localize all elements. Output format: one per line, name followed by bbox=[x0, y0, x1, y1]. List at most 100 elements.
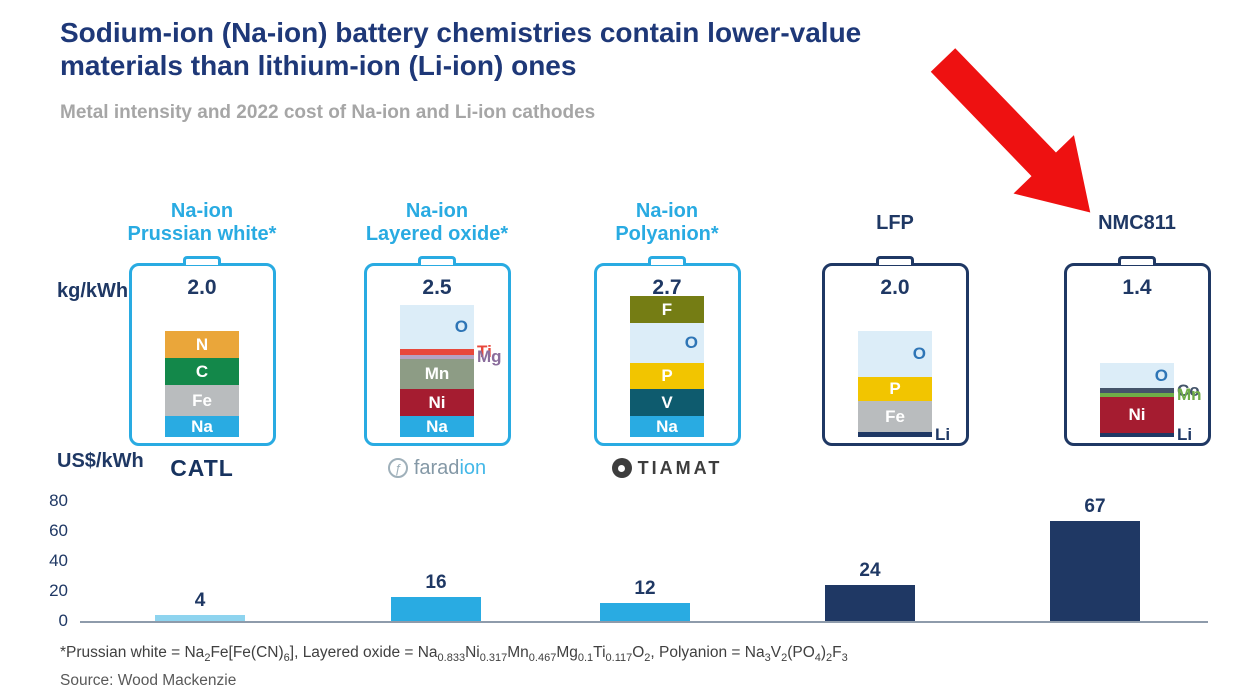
page-subtitle: Metal intensity and 2022 cost of Na-ion … bbox=[60, 102, 596, 123]
bar bbox=[391, 597, 481, 621]
layer-li: Li bbox=[1100, 425, 1192, 444]
layer-v: V bbox=[630, 389, 704, 416]
outside-label-co: Co bbox=[1177, 380, 1200, 400]
layer-na: Na bbox=[165, 416, 239, 437]
column-nmc811: NMC811 1.4 O Co Mn Ni bbox=[1032, 195, 1242, 446]
tiamat-logo: TIAMAT bbox=[637, 457, 723, 478]
faradion-logo-main: farad bbox=[413, 456, 460, 479]
logo-row: ƒ faradion bbox=[332, 455, 542, 481]
column-label: Na-ion Layered oxide* bbox=[332, 195, 542, 251]
layer-label: Ni bbox=[428, 392, 446, 412]
layer-f: F bbox=[630, 296, 704, 323]
outside-label-ti: Ti bbox=[477, 342, 492, 361]
column-label-line: NMC811 bbox=[1098, 211, 1176, 234]
layer-label: Mn bbox=[424, 364, 450, 383]
usd-per-kwh-label: US$/kWh bbox=[57, 450, 144, 472]
layer-label: O bbox=[1154, 365, 1168, 385]
battery-cap bbox=[648, 256, 686, 265]
title-line-2: materials than lithium-ion (Li-ion) ones bbox=[60, 50, 577, 82]
faradion-logo: faradion bbox=[414, 457, 486, 480]
outside-label-mn: Mn bbox=[1177, 385, 1202, 404]
layer-o: O bbox=[400, 305, 474, 349]
red-arrow-icon bbox=[930, 48, 1091, 213]
bar-group-prussian-white: 4 bbox=[155, 590, 245, 621]
column-label: LFP bbox=[790, 195, 1000, 251]
layer-fe: Fe bbox=[165, 385, 239, 416]
battery-outline: 2.0 O P Fe Li bbox=[821, 256, 969, 446]
layer-li: Li bbox=[858, 425, 950, 444]
source-note: Source: Wood Mackenzie bbox=[60, 672, 237, 689]
logo-row: TIAMAT bbox=[562, 455, 772, 481]
bar-group-lfp: 24 bbox=[825, 560, 915, 621]
layer-o: O bbox=[630, 323, 704, 363]
column-label-line: Na-ion bbox=[405, 200, 469, 222]
layer-label: Ni bbox=[1128, 405, 1146, 424]
bar-value: 4 bbox=[194, 590, 206, 611]
y-tick: 40 bbox=[49, 551, 68, 570]
layer-ni: Ni bbox=[400, 389, 474, 416]
battery-cap bbox=[876, 256, 914, 265]
layer-n: N bbox=[165, 331, 239, 358]
layer-c: C bbox=[165, 358, 239, 385]
bar-group-polyanion: 12 bbox=[600, 578, 690, 621]
cost-bar-chart: 0 20 40 60 80 4 16 12 24 67 bbox=[49, 491, 1208, 630]
column-label-line: Na-ion bbox=[170, 200, 234, 222]
layer-fe: Fe bbox=[858, 401, 932, 432]
layer-o: O bbox=[858, 331, 932, 377]
kg-per-kwh-label: kg/kWh bbox=[57, 280, 129, 302]
outside-label-mg: Mg bbox=[477, 347, 502, 366]
bar bbox=[600, 603, 690, 621]
layer-ni: Ni bbox=[1100, 397, 1174, 433]
layer-mn: Mn bbox=[400, 359, 474, 389]
layer-label: N bbox=[195, 334, 209, 354]
column-label: NMC811 bbox=[1032, 195, 1242, 251]
battery-outline: 2.5 O Ti Mg Mn Ni bbox=[363, 256, 511, 446]
faradion-logo-icon: ƒ bbox=[387, 458, 408, 478]
layer-stack: O Ti Mg Mn Ni Na bbox=[400, 305, 502, 437]
layer-co: Co bbox=[1100, 381, 1200, 400]
column-label-line: Polyanion* bbox=[615, 223, 719, 245]
page-title: Sodium-ion (Na-ion) battery chemistries … bbox=[60, 16, 1090, 82]
layer-label: Na bbox=[656, 416, 678, 436]
kg-value: 2.0 bbox=[187, 276, 217, 299]
layer-ti: Ti bbox=[400, 342, 492, 361]
battery-outline: 2.7 F O P V Na bbox=[593, 256, 741, 446]
battery-outline: 2.0 N C Fe Na bbox=[128, 256, 276, 446]
y-tick: 80 bbox=[49, 491, 68, 510]
layer-label: Fe bbox=[192, 390, 212, 410]
kg-value: 2.0 bbox=[880, 276, 910, 299]
battery-cap bbox=[1118, 256, 1156, 265]
column-label-line: Prussian white* bbox=[127, 223, 277, 245]
battery-outline: 1.4 O Co Mn Ni Li bbox=[1063, 256, 1211, 446]
column-label: Na-ion Prussian white* bbox=[97, 195, 307, 251]
layer-label: Na bbox=[191, 416, 213, 436]
layer-label: O bbox=[912, 344, 926, 363]
faradion-logo-accent: ion bbox=[459, 456, 487, 479]
layer-label: F bbox=[661, 299, 673, 319]
bar bbox=[155, 615, 245, 621]
layer-label: O bbox=[684, 333, 698, 352]
footnote: *Prussian white = Na2Fe[Fe(CN)6], Layere… bbox=[60, 644, 848, 665]
battery-cap bbox=[183, 256, 221, 265]
kg-value: 2.5 bbox=[422, 276, 452, 299]
kg-value: 2.7 bbox=[652, 276, 682, 299]
layer-label: P bbox=[889, 379, 901, 398]
layer-na: Na bbox=[630, 416, 704, 437]
layer-na: Na bbox=[400, 416, 474, 437]
layer-label: Na bbox=[426, 416, 448, 436]
y-tick: 0 bbox=[58, 611, 68, 630]
title-line-1: Sodium-ion (Na-ion) battery chemistries … bbox=[60, 17, 862, 48]
layer-mn: Mn bbox=[1100, 385, 1202, 404]
layer-stack: N C Fe Na bbox=[165, 331, 239, 437]
column-layered-oxide: Na-ion Layered oxide* 2.5 O Ti Mg bbox=[332, 195, 542, 481]
battery-columns: Na-ion Prussian white* 2.0 N C Fe bbox=[0, 195, 1242, 495]
outside-label-li: Li bbox=[1177, 425, 1193, 444]
bar-value: 67 bbox=[1084, 495, 1106, 517]
column-label-line: Layered oxide* bbox=[365, 223, 509, 245]
layer-label: V bbox=[661, 392, 673, 412]
layer-stack: O Co Mn Ni Li bbox=[1100, 363, 1202, 444]
layer-o: O bbox=[1100, 363, 1174, 388]
bar bbox=[825, 585, 915, 621]
column-prussian-white: Na-ion Prussian white* 2.0 N C Fe bbox=[97, 195, 307, 481]
